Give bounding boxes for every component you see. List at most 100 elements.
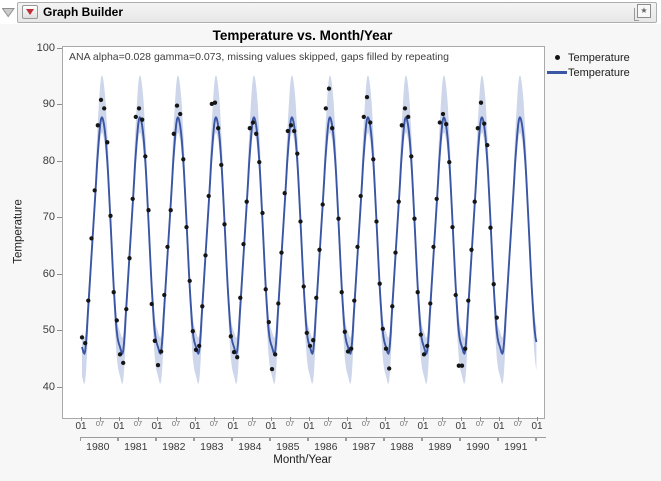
data-point[interactable] — [488, 225, 493, 230]
data-point[interactable] — [434, 196, 439, 202]
data-point[interactable] — [117, 352, 123, 357]
data-point[interactable] — [197, 343, 202, 349]
data-point[interactable] — [326, 86, 332, 91]
data-point[interactable] — [146, 208, 151, 213]
data-point[interactable] — [444, 122, 449, 127]
outline-disclosure-icon[interactable] — [1, 5, 15, 18]
data-point[interactable] — [133, 114, 138, 120]
data-point[interactable] — [304, 330, 309, 336]
data-point[interactable] — [311, 338, 316, 343]
data-point[interactable] — [165, 244, 170, 250]
data-point[interactable] — [244, 199, 249, 204]
data-point[interactable] — [387, 366, 392, 371]
data-point[interactable] — [212, 100, 218, 105]
data-point[interactable] — [127, 256, 132, 261]
data-point[interactable] — [361, 114, 366, 120]
data-point[interactable] — [466, 298, 471, 303]
data-point[interactable] — [412, 216, 417, 221]
data-point[interactable] — [402, 106, 408, 111]
data-point[interactable] — [269, 366, 275, 372]
data-point[interactable] — [453, 292, 458, 298]
data-point[interactable] — [425, 343, 430, 349]
data-point[interactable] — [155, 362, 161, 368]
data-point[interactable] — [415, 290, 420, 295]
data-point[interactable] — [174, 103, 180, 108]
data-point[interactable] — [260, 210, 265, 216]
data-point[interactable] — [288, 123, 294, 128]
data-point[interactable] — [472, 199, 477, 204]
data-point[interactable] — [219, 162, 224, 168]
data-point[interactable] — [279, 250, 284, 255]
data-point[interactable] — [298, 219, 303, 224]
data-point[interactable] — [124, 306, 129, 312]
data-point[interactable] — [447, 159, 452, 165]
data-point[interactable] — [399, 123, 404, 128]
data-point[interactable] — [393, 250, 398, 255]
data-point[interactable] — [130, 196, 135, 202]
data-point[interactable] — [317, 247, 322, 252]
data-point[interactable] — [206, 193, 211, 199]
data-point[interactable] — [102, 106, 107, 111]
data-point[interactable] — [345, 349, 351, 354]
data-point[interactable] — [108, 213, 113, 218]
data-point[interactable] — [250, 120, 256, 125]
data-point[interactable] — [307, 343, 313, 349]
data-point[interactable] — [235, 355, 240, 360]
data-point[interactable] — [92, 188, 97, 193]
data-point[interactable] — [440, 111, 446, 117]
data-point[interactable] — [349, 346, 354, 351]
data-point[interactable] — [450, 224, 455, 230]
data-point[interactable] — [200, 304, 205, 309]
data-point[interactable] — [374, 219, 379, 224]
data-point[interactable] — [152, 338, 157, 343]
data-point[interactable] — [406, 114, 411, 120]
data-point[interactable] — [342, 329, 347, 334]
data-point[interactable] — [83, 340, 88, 346]
data-point[interactable] — [222, 222, 227, 227]
data-point[interactable] — [105, 140, 110, 145]
data-point[interactable] — [320, 202, 325, 207]
data-point[interactable] — [193, 347, 199, 352]
data-point[interactable] — [358, 193, 363, 199]
data-point[interactable] — [485, 142, 490, 148]
data-point[interactable] — [162, 292, 167, 298]
data-point[interactable] — [314, 295, 319, 300]
data-point[interactable] — [475, 126, 480, 131]
data-point[interactable] — [469, 247, 474, 252]
data-point[interactable] — [203, 253, 208, 258]
data-point[interactable] — [238, 295, 243, 300]
data-point[interactable] — [231, 349, 237, 355]
data-point[interactable] — [89, 236, 94, 241]
data-point[interactable] — [263, 287, 268, 292]
data-point[interactable] — [285, 128, 290, 134]
data-point[interactable] — [478, 100, 484, 105]
data-point[interactable] — [143, 154, 148, 159]
data-point[interactable] — [168, 208, 173, 213]
data-point[interactable] — [136, 106, 142, 111]
data-point[interactable] — [171, 131, 176, 136]
data-point[interactable] — [431, 244, 436, 250]
data-point[interactable] — [355, 244, 360, 250]
data-point[interactable] — [247, 126, 252, 131]
data-point[interactable] — [330, 126, 335, 131]
data-point[interactable] — [368, 120, 373, 125]
data-point[interactable] — [482, 121, 487, 126]
data-point[interactable] — [364, 94, 370, 100]
data-point[interactable] — [396, 199, 401, 204]
data-point[interactable] — [159, 349, 164, 354]
data-point[interactable] — [276, 301, 281, 306]
data-point[interactable] — [149, 301, 154, 307]
data-point[interactable] — [494, 315, 499, 320]
data-point[interactable] — [352, 298, 357, 303]
data-point[interactable] — [266, 319, 271, 325]
data-point[interactable] — [216, 126, 221, 131]
data-point[interactable] — [257, 159, 262, 165]
data-point[interactable] — [181, 157, 186, 162]
data-point[interactable] — [428, 301, 433, 306]
data-point[interactable] — [301, 284, 306, 289]
data-point[interactable] — [190, 329, 195, 334]
data-point[interactable] — [323, 106, 328, 111]
data-point[interactable] — [292, 128, 297, 134]
data-point[interactable] — [79, 335, 85, 340]
data-point[interactable] — [421, 352, 427, 357]
